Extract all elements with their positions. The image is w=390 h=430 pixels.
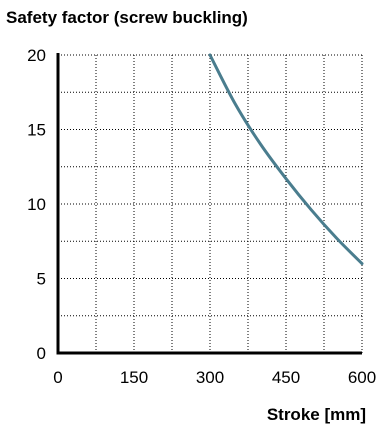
grid (58, 54, 363, 353)
x-tick-label: 150 (120, 368, 148, 387)
series-layer (208, 53, 364, 266)
y-tick-label: 5 (37, 270, 46, 289)
x-tick-label: 0 (53, 368, 62, 387)
x-tick-label: 450 (272, 368, 300, 387)
axes (56, 53, 362, 355)
safety-factor-line (208, 53, 364, 266)
y-tick-label: 20 (27, 46, 46, 65)
x-tick-label: 300 (196, 368, 224, 387)
y-tick-label: 10 (27, 195, 46, 214)
y-tick-label: 15 (27, 121, 46, 140)
chart-title: Safety factor (screw buckling) (6, 8, 248, 27)
x-axis-label: Stroke [mm] (267, 405, 366, 424)
tick-labels: 0 5 10 15 20 0 150 300 450 600 (27, 46, 376, 387)
y-tick-label: 0 (37, 344, 46, 363)
x-tick-label: 600 (348, 368, 376, 387)
